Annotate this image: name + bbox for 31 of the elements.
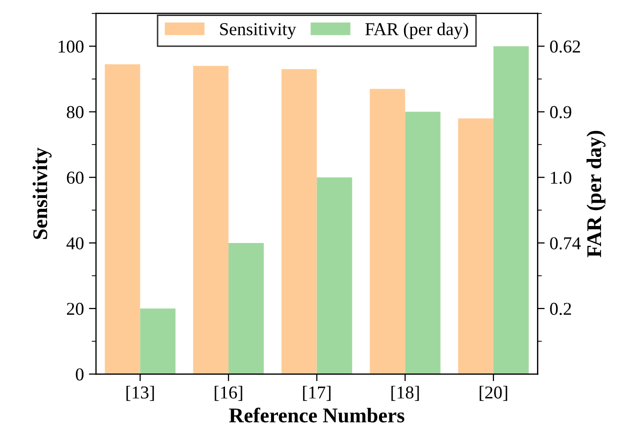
legend-label: Sensitivity xyxy=(220,23,296,40)
y-tick-label: 100 xyxy=(58,40,84,53)
y-tick-label: 60 xyxy=(66,172,84,184)
y-tick-label: 20 xyxy=(66,302,84,315)
bar xyxy=(405,112,440,374)
bar xyxy=(458,118,494,374)
x-axis-title: Reference Numbers xyxy=(229,408,404,423)
y-tick-label: 80 xyxy=(66,106,84,118)
bar xyxy=(104,64,140,374)
y-axis-title: Sensitivity xyxy=(32,148,52,239)
text: 0.2 xyxy=(550,302,571,316)
x-tick-label: [17] xyxy=(303,386,330,401)
text: 0.74 xyxy=(550,237,581,250)
bar xyxy=(193,66,228,374)
bar xyxy=(493,46,529,374)
x-tick-label: [13] xyxy=(126,386,154,401)
bar xyxy=(140,308,176,374)
bar xyxy=(316,177,352,374)
bar xyxy=(281,69,317,374)
bar xyxy=(228,242,264,374)
text: 0.62 xyxy=(550,40,580,53)
text: 1.0 xyxy=(550,172,572,184)
y2-axis-title: FAR (per day) xyxy=(586,130,606,258)
legend-label: FAR (per day) xyxy=(365,22,468,40)
x-tick-label: [16] xyxy=(214,386,242,401)
text: 0.9 xyxy=(550,106,572,118)
bar xyxy=(370,88,406,374)
y-tick-label: 0 xyxy=(76,368,84,381)
x-tick-label: [18] xyxy=(391,386,419,401)
x-tick-label: [20] xyxy=(480,386,508,401)
y-tick-label: 40 xyxy=(66,237,84,250)
